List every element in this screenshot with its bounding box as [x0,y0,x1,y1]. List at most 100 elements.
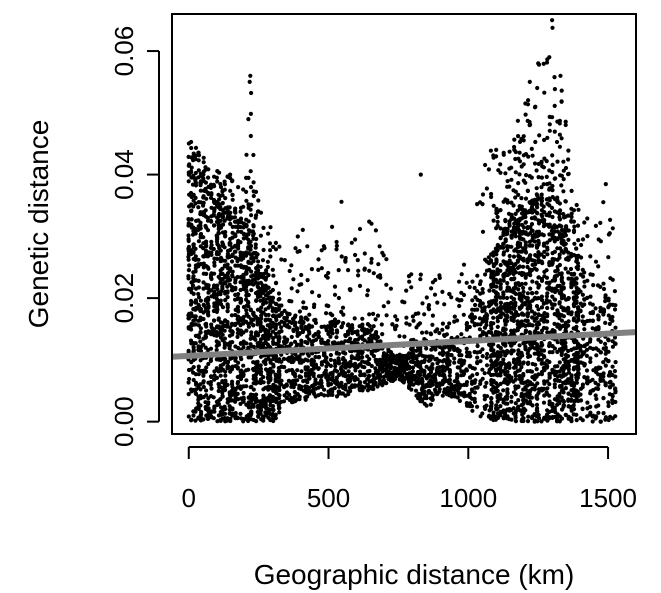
data-point [529,228,534,233]
data-point [559,224,564,229]
data-point [258,408,264,413]
data-point [561,314,567,319]
data-point [561,159,566,164]
data-point [271,244,276,249]
data-point [432,292,438,297]
data-point [495,291,500,296]
data-point [223,411,228,416]
data-point [501,150,506,155]
data-point [248,355,254,360]
data-point [575,223,581,228]
data-point [203,208,208,213]
data-point [268,318,273,323]
data-point [205,416,210,421]
data-point [472,315,477,320]
data-point [201,155,206,160]
data-point [341,321,346,326]
data-point [223,298,228,303]
data-point [268,378,273,383]
data-point [204,324,209,329]
data-point [419,376,425,381]
data-point [539,192,544,197]
data-point [480,290,485,295]
data-point [235,334,240,339]
data-point [244,378,249,383]
data-point [563,344,568,349]
data-point [289,286,294,291]
data-point [225,305,230,310]
data-point [418,347,423,352]
data-point [530,243,535,248]
data-point [535,85,540,91]
data-point [228,416,233,422]
data-point [198,413,203,418]
data-point [211,246,216,252]
data-point [246,292,251,298]
data-point [258,363,263,368]
data-point [521,162,526,167]
data-point [416,311,421,316]
data-point [201,246,206,251]
data-point [193,195,198,200]
data-point [273,396,278,401]
data-point [249,90,254,96]
data-point [457,279,462,284]
data-point [582,363,587,368]
data-point [527,354,533,359]
data-point [498,170,503,175]
data-point [464,280,469,285]
data-point [440,321,445,326]
data-point [501,292,506,297]
data-point [291,327,296,332]
data-point [265,259,270,264]
data-point [346,322,351,327]
data-point [381,253,386,258]
data-point [299,272,304,278]
data-point [578,344,583,349]
data-point [193,307,198,312]
data-point [545,305,550,311]
data-point [244,271,249,276]
data-point [539,342,544,347]
data-point [530,153,535,158]
data-point [293,374,298,379]
data-point [273,281,279,286]
data-point [271,362,276,367]
data-point [485,351,490,357]
data-point [191,365,196,370]
data-point [559,352,564,358]
data-point [555,340,560,345]
data-point [268,372,273,377]
data-point [251,224,256,229]
data-point [256,333,261,338]
data-point [507,221,512,226]
data-point [498,236,503,241]
data-point [559,136,564,141]
data-point [545,364,550,369]
data-point [293,246,298,251]
data-point [295,368,300,373]
data-point [273,372,278,377]
data-point [193,418,198,423]
data-point [206,266,211,271]
data-point [452,314,457,319]
data-point [279,329,284,334]
data-point [212,271,217,276]
data-point [369,260,374,265]
data-point [209,410,214,415]
data-point [339,365,344,370]
data-point [301,300,306,305]
data-point [256,198,261,203]
data-point [571,208,577,213]
data-point [566,172,571,177]
data-point [549,262,555,267]
data-point [203,334,209,339]
data-point [467,324,472,330]
data-point [484,363,490,368]
data-point [248,239,253,244]
data-point [528,273,533,278]
data-point [574,299,579,304]
data-point [579,242,584,248]
data-point [305,365,310,370]
data-point [261,375,266,380]
